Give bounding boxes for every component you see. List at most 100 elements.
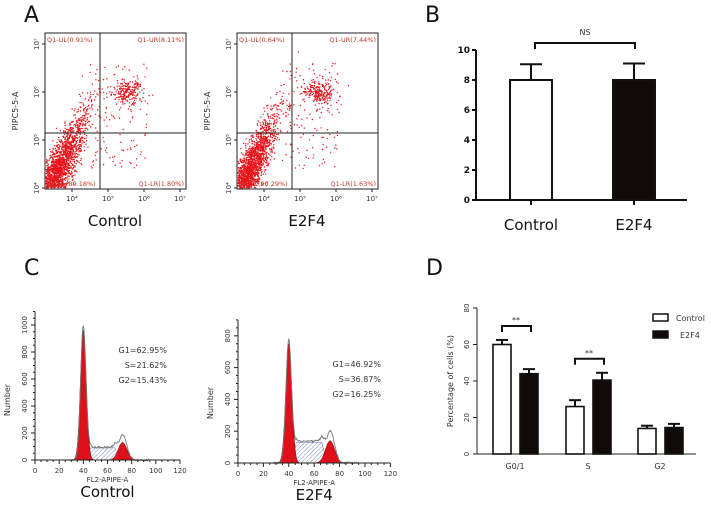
scatter-point	[285, 143, 287, 145]
scatter-point	[317, 95, 319, 97]
scatter-point	[69, 161, 72, 163]
scatter-point	[60, 182, 63, 184]
scatter-point	[78, 122, 81, 125]
scatter-point	[95, 137, 97, 139]
scatter-point	[245, 162, 247, 165]
scatter-point	[263, 107, 265, 109]
scatter-point	[148, 94, 150, 97]
scatter-point	[269, 134, 272, 136]
scatter-point	[264, 145, 266, 147]
scatter-point	[321, 148, 324, 151]
scatter-point	[69, 123, 72, 126]
scatter-point	[57, 148, 59, 150]
scatter-point	[253, 179, 256, 181]
scatter-point	[52, 140, 54, 142]
scatter-point	[96, 151, 99, 153]
quadrant-label-ul: Q1-UL(0.91%)	[47, 36, 93, 44]
bar-control	[492, 343, 512, 455]
scatter-point	[57, 184, 59, 186]
scatter-point	[241, 178, 243, 181]
scatter-point	[53, 166, 55, 169]
scatter-point	[114, 94, 116, 96]
scatter-point	[255, 169, 257, 171]
scatter-point	[289, 108, 291, 110]
scatter-point	[84, 129, 86, 132]
scatter-point	[114, 117, 116, 119]
scatter-point	[257, 175, 259, 177]
scatter-point	[79, 140, 81, 142]
scatter-point	[68, 172, 71, 174]
scatter-point	[325, 82, 327, 84]
scatter-point	[276, 137, 279, 139]
scatter-point	[314, 104, 316, 106]
scatter-point	[290, 127, 292, 130]
scatter-point	[259, 169, 261, 172]
scatter-point	[76, 156, 78, 158]
scatter-point	[133, 84, 135, 86]
scatter-point	[66, 180, 69, 182]
scatter-point	[269, 159, 271, 161]
scatter-point	[123, 92, 125, 94]
scatter-point	[61, 184, 63, 186]
scatter-point	[328, 111, 330, 113]
scatter-point	[260, 174, 262, 176]
scatter-point	[72, 135, 74, 137]
scatter-point	[124, 85, 127, 88]
scatter-point	[60, 186, 62, 188]
scatter-point	[78, 144, 80, 146]
scatter-point	[63, 168, 65, 170]
scatter-point	[267, 135, 270, 137]
cell-cycle-histogram-e2f4: 0 20 40 60 80 100 1200200400600800NumberFL2-AP…	[206, 319, 397, 504]
scatter-point	[61, 141, 63, 143]
scatter-point	[249, 161, 251, 163]
scatter-point	[144, 133, 146, 135]
x-tick-label: 120	[173, 467, 186, 475]
scatter-point	[139, 83, 142, 86]
scatter-point	[271, 114, 273, 116]
scatter-point	[276, 104, 278, 107]
scatter-point	[75, 126, 77, 128]
scatter-point	[252, 161, 254, 164]
scatter-point	[251, 174, 253, 176]
scatter-point	[265, 138, 268, 140]
scatter-point	[85, 137, 87, 139]
scatter-point	[106, 96, 108, 99]
scatter-point	[312, 69, 315, 72]
scatter-point	[80, 162, 82, 165]
scatter-point	[73, 124, 75, 126]
scatter-point	[77, 161, 79, 163]
scatter-point	[266, 129, 268, 131]
scatter-point	[81, 102, 83, 104]
scatter-point	[82, 103, 84, 105]
scatter-point	[58, 175, 60, 177]
scatter-point	[119, 94, 122, 96]
scatter-point	[73, 166, 75, 168]
scatter-point	[120, 166, 123, 168]
scatter-point	[56, 145, 58, 148]
scatter-point	[103, 119, 105, 121]
scatter-point	[70, 146, 73, 148]
scatter-point	[128, 93, 130, 96]
scatter-point	[248, 177, 251, 180]
scatter-point	[97, 79, 100, 82]
scatter-point	[338, 111, 340, 114]
scatter-point	[331, 65, 333, 67]
significance-label: NS	[579, 28, 590, 37]
scatter-point	[61, 164, 64, 166]
scatter-point	[73, 144, 75, 146]
scatter-point	[102, 78, 105, 81]
scatter-point	[144, 100, 146, 102]
scatter-point	[51, 151, 53, 154]
scatter-point	[47, 169, 50, 171]
scatter-point	[265, 173, 267, 175]
scatter-point	[79, 130, 81, 132]
scatter-point	[45, 184, 48, 186]
scatter-point	[298, 164, 300, 166]
scatter-point	[326, 137, 329, 140]
scatter-point	[63, 182, 65, 185]
scatter-point	[133, 167, 135, 169]
scatter-point	[69, 143, 72, 145]
scatter-point	[53, 160, 55, 162]
scatter-point	[56, 155, 58, 157]
